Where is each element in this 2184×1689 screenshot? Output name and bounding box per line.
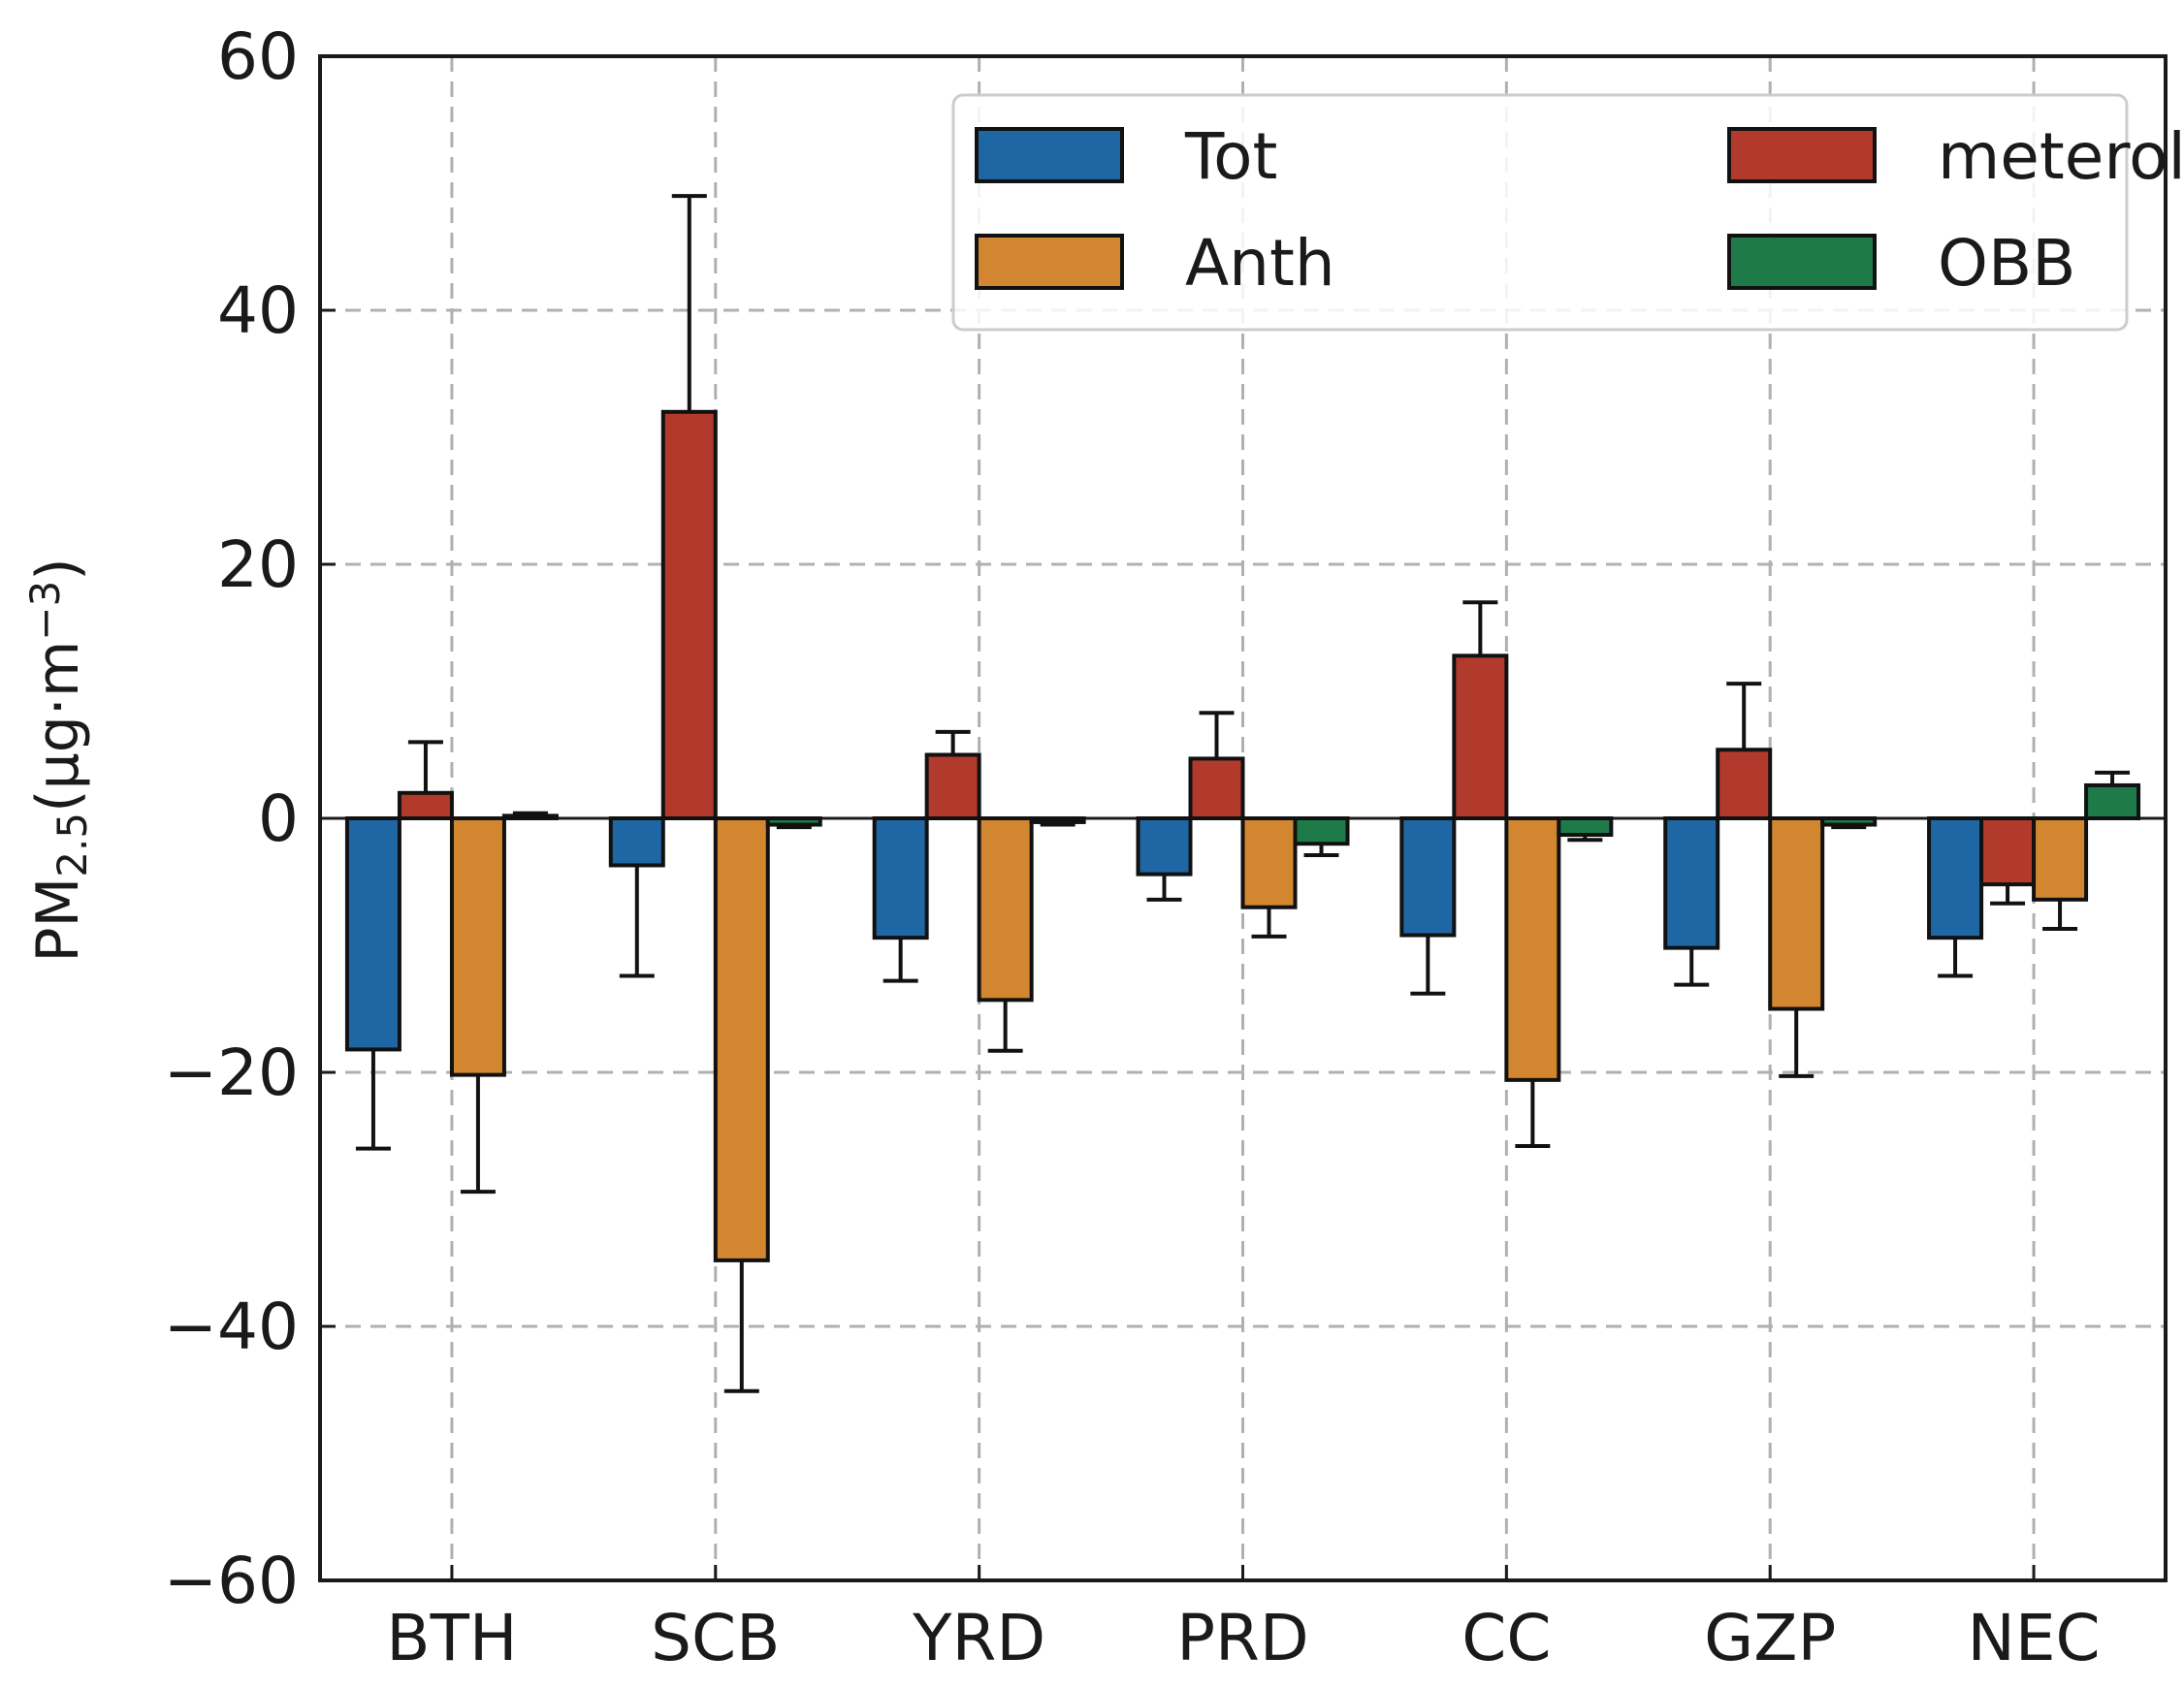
bar-meterology-GZP	[1716, 748, 1773, 821]
legend: Tot meterology Anth OBB	[951, 93, 2184, 332]
y-tick-label: 0	[258, 781, 299, 856]
bar-Anth-CC	[1504, 816, 1561, 1082]
x-tick-label: GZP	[1704, 1601, 1836, 1675]
x-tick-label: PRD	[1176, 1601, 1308, 1675]
bar-Anth-YRD	[977, 816, 1034, 1003]
legend-label-meterology: meterology	[1938, 119, 2184, 194]
x-tick-label: SCB	[651, 1601, 780, 1675]
bar-OBB-BTH	[501, 813, 559, 821]
bar-Anth-NEC	[2032, 816, 2089, 902]
bar-Tot-PRD	[1136, 816, 1193, 876]
legend-swatch-Tot	[975, 127, 1124, 183]
bar-Tot-YRD	[872, 816, 929, 940]
x-tick-label: YRD	[912, 1601, 1045, 1675]
axis-ticks: 60 40 20 0 −20 −40 −60 BTH SCB YRD PRD CC GZP NEC	[164, 19, 2101, 1675]
legend-label-Tot: Tot	[1184, 119, 1277, 194]
bar-OBB-GZP	[1820, 816, 1878, 827]
bar-OBB-SCB	[765, 816, 822, 827]
bar-meterology-SCB	[660, 409, 718, 820]
bar-Anth-SCB	[713, 816, 770, 1262]
bar-meterology-YRD	[924, 752, 981, 820]
y-label-superscript: −3	[21, 581, 69, 641]
y-label-subscript: 2.5	[48, 813, 96, 877]
y-label-unit-open: (μg·m	[24, 641, 92, 813]
bar-Tot-SCB	[608, 816, 665, 868]
bar-Anth-BTH	[449, 816, 506, 1077]
bar-Tot-GZP	[1663, 816, 1720, 950]
bar-OBB-CC	[1557, 816, 1614, 838]
x-tick-label: NEC	[1967, 1601, 2100, 1675]
bar-OBB-NEC	[2084, 782, 2141, 821]
legend-label-OBB: OBB	[1938, 226, 2076, 301]
y-tick-label: 60	[217, 19, 299, 94]
bar-meterology-NEC	[1979, 816, 2037, 887]
y-label-base: PM	[24, 877, 92, 963]
x-tick-label: BTH	[386, 1601, 517, 1675]
bar-Anth-GZP	[1768, 816, 1825, 1011]
bar-Tot-BTH	[344, 816, 401, 1052]
y-label-unit-close: )	[24, 558, 92, 580]
x-tick-label: CC	[1461, 1601, 1551, 1675]
y-axis-label: PM2.5(μg·m−3)	[21, 558, 96, 962]
legend-label-Anth: Anth	[1185, 226, 1335, 301]
bar-meterology-BTH	[397, 790, 454, 820]
legend-swatch-meterology	[1727, 127, 1877, 183]
y-tick-label: 20	[217, 527, 299, 602]
y-tick-label: −40	[164, 1290, 299, 1364]
bar-meterology-CC	[1452, 653, 1509, 820]
bar-Tot-NEC	[1927, 816, 1984, 940]
bars-group	[344, 194, 2141, 1393]
bar-Tot-CC	[1399, 816, 1457, 938]
bar-OBB-YRD	[1029, 816, 1086, 824]
bar-OBB-PRD	[1293, 816, 1350, 846]
legend-swatch-Anth	[975, 234, 1124, 290]
y-tick-label: −20	[164, 1036, 299, 1110]
bar-meterology-PRD	[1188, 756, 1245, 820]
bar-Anth-PRD	[1240, 816, 1298, 909]
y-tick-label: −60	[164, 1544, 299, 1618]
legend-swatch-OBB	[1727, 234, 1877, 290]
y-tick-label: 40	[217, 273, 299, 348]
